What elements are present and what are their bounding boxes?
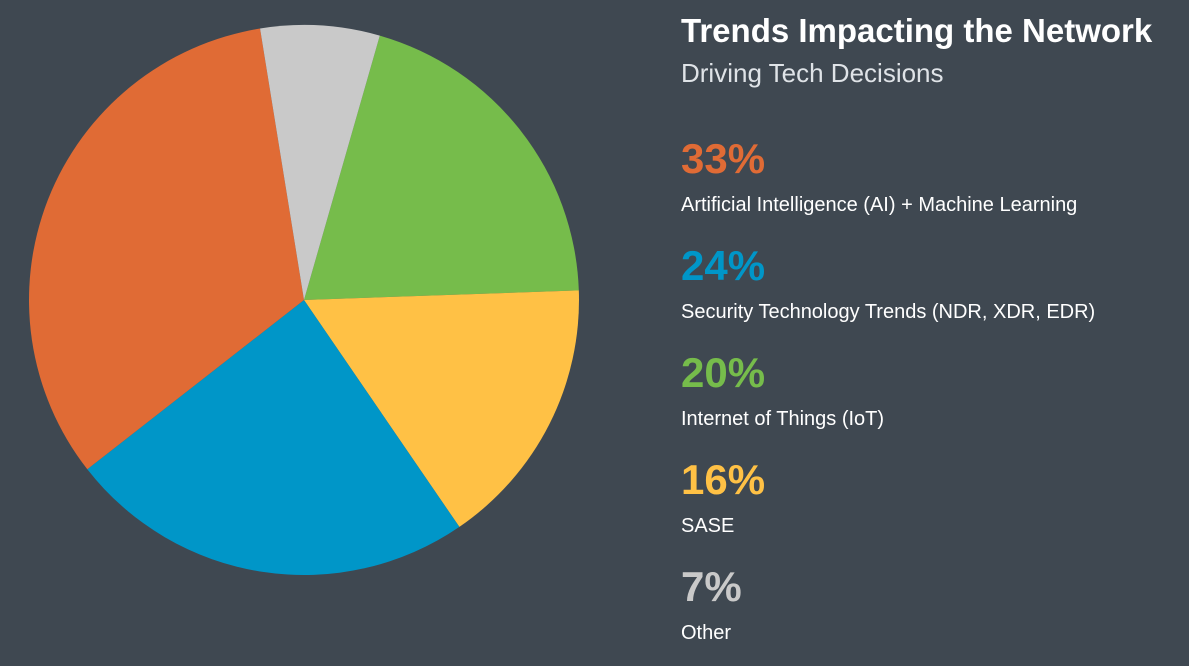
legend-label: Other: [681, 622, 732, 644]
legend-label: Internet of Things (IoT): [681, 408, 885, 430]
slice-sase: [304, 290, 579, 527]
legend-label: Security Technology Trends (NDR, XDR, ED…: [681, 301, 1096, 323]
slice-iot: [304, 35, 579, 301]
slice-security: [87, 300, 460, 576]
legend-item-ai-ml: 33% Artificial Intelligence (AI) + Machi…: [681, 133, 1181, 240]
legend-item-sase: 16% SASE: [681, 454, 1181, 561]
legend-percent: 33%: [681, 135, 766, 182]
chart-title: Trends Impacting the Network: [681, 12, 1153, 49]
legend-percent: 16%: [681, 456, 766, 503]
legend-percent: 20%: [681, 349, 766, 396]
legend-label: SASE: [681, 515, 735, 537]
legend-item-other: 7% Other: [681, 561, 1181, 666]
legend-percent: 24%: [681, 242, 766, 289]
pie-chart: [29, 25, 579, 576]
legend: 33% Artificial Intelligence (AI) + Machi…: [681, 133, 1181, 666]
legend-label: Artificial Intelligence (AI) + Machine L…: [681, 194, 1078, 216]
legend-item-security: 24% Security Technology Trends (NDR, XDR…: [681, 240, 1181, 347]
legend-item-iot: 20% Internet of Things (IoT): [681, 347, 1181, 454]
chart-subtitle: Driving Tech Decisions: [681, 58, 944, 88]
slice-ai-ml: [29, 28, 304, 470]
legend-percent: 7%: [681, 563, 742, 610]
slice-other: [260, 25, 380, 300]
